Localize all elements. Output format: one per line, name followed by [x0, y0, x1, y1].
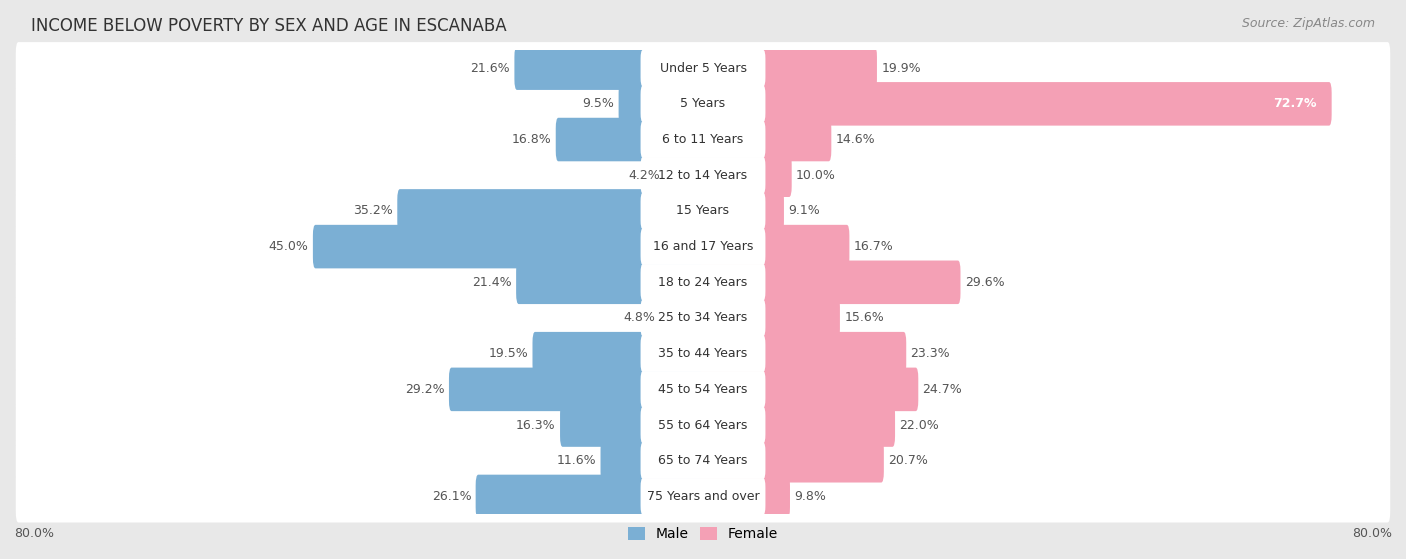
FancyBboxPatch shape	[641, 407, 765, 443]
FancyBboxPatch shape	[641, 86, 765, 122]
Text: 45 to 54 Years: 45 to 54 Years	[658, 383, 748, 396]
FancyBboxPatch shape	[15, 221, 1391, 273]
Text: 11.6%: 11.6%	[557, 454, 596, 467]
FancyBboxPatch shape	[516, 260, 706, 304]
Text: 16.3%: 16.3%	[516, 419, 555, 432]
FancyBboxPatch shape	[15, 113, 1391, 165]
Text: 23.3%: 23.3%	[911, 347, 950, 360]
FancyBboxPatch shape	[398, 189, 706, 233]
FancyBboxPatch shape	[700, 118, 831, 162]
FancyBboxPatch shape	[15, 328, 1391, 380]
FancyBboxPatch shape	[475, 475, 706, 518]
Text: 12 to 14 Years: 12 to 14 Years	[658, 169, 748, 182]
FancyBboxPatch shape	[600, 439, 706, 482]
Text: 15.6%: 15.6%	[844, 311, 884, 324]
FancyBboxPatch shape	[700, 46, 877, 90]
FancyBboxPatch shape	[15, 435, 1391, 487]
FancyBboxPatch shape	[700, 475, 790, 518]
Text: 35.2%: 35.2%	[353, 205, 392, 217]
FancyBboxPatch shape	[15, 470, 1391, 523]
FancyBboxPatch shape	[700, 225, 849, 268]
FancyBboxPatch shape	[700, 296, 839, 340]
Text: 21.4%: 21.4%	[472, 276, 512, 289]
Text: 24.7%: 24.7%	[922, 383, 962, 396]
Text: 72.7%: 72.7%	[1272, 97, 1316, 110]
Text: 16 and 17 Years: 16 and 17 Years	[652, 240, 754, 253]
FancyBboxPatch shape	[555, 118, 706, 162]
FancyBboxPatch shape	[641, 443, 765, 479]
FancyBboxPatch shape	[664, 154, 706, 197]
Text: 4.8%: 4.8%	[623, 311, 655, 324]
Text: 29.2%: 29.2%	[405, 383, 444, 396]
Text: 22.0%: 22.0%	[900, 419, 939, 432]
Text: 6 to 11 Years: 6 to 11 Years	[662, 133, 744, 146]
FancyBboxPatch shape	[700, 439, 884, 482]
FancyBboxPatch shape	[641, 157, 765, 193]
FancyBboxPatch shape	[641, 264, 765, 301]
Text: 20.7%: 20.7%	[889, 454, 928, 467]
Text: 55 to 64 Years: 55 to 64 Years	[658, 419, 748, 432]
Text: 4.2%: 4.2%	[628, 169, 659, 182]
Text: 21.6%: 21.6%	[471, 61, 510, 75]
FancyBboxPatch shape	[533, 332, 706, 376]
FancyBboxPatch shape	[700, 260, 960, 304]
Text: 19.9%: 19.9%	[882, 61, 921, 75]
FancyBboxPatch shape	[641, 121, 765, 158]
Text: 26.1%: 26.1%	[432, 490, 471, 503]
FancyBboxPatch shape	[560, 403, 706, 447]
FancyBboxPatch shape	[15, 399, 1391, 451]
FancyBboxPatch shape	[641, 479, 765, 515]
Text: 80.0%: 80.0%	[1353, 527, 1392, 540]
FancyBboxPatch shape	[15, 292, 1391, 344]
Text: 29.6%: 29.6%	[965, 276, 1004, 289]
FancyBboxPatch shape	[15, 78, 1391, 130]
FancyBboxPatch shape	[700, 189, 785, 233]
FancyBboxPatch shape	[15, 363, 1391, 415]
FancyBboxPatch shape	[641, 335, 765, 372]
FancyBboxPatch shape	[641, 371, 765, 408]
FancyBboxPatch shape	[700, 403, 896, 447]
FancyBboxPatch shape	[641, 300, 765, 336]
Text: 35 to 44 Years: 35 to 44 Years	[658, 347, 748, 360]
FancyBboxPatch shape	[700, 368, 918, 411]
Text: 16.7%: 16.7%	[853, 240, 893, 253]
FancyBboxPatch shape	[449, 368, 706, 411]
FancyBboxPatch shape	[515, 46, 706, 90]
FancyBboxPatch shape	[641, 50, 765, 86]
FancyBboxPatch shape	[700, 332, 907, 376]
Text: 16.8%: 16.8%	[512, 133, 551, 146]
Text: 75 Years and over: 75 Years and over	[647, 490, 759, 503]
Text: 18 to 24 Years: 18 to 24 Years	[658, 276, 748, 289]
FancyBboxPatch shape	[314, 225, 706, 268]
Text: 14.6%: 14.6%	[835, 133, 876, 146]
Text: 65 to 74 Years: 65 to 74 Years	[658, 454, 748, 467]
Text: 9.1%: 9.1%	[789, 205, 820, 217]
Legend: Male, Female: Male, Female	[623, 522, 783, 547]
FancyBboxPatch shape	[641, 193, 765, 229]
Text: 9.5%: 9.5%	[582, 97, 614, 110]
FancyBboxPatch shape	[619, 82, 706, 126]
Text: 5 Years: 5 Years	[681, 97, 725, 110]
Text: 9.8%: 9.8%	[794, 490, 827, 503]
FancyBboxPatch shape	[700, 154, 792, 197]
Text: Source: ZipAtlas.com: Source: ZipAtlas.com	[1241, 17, 1375, 30]
FancyBboxPatch shape	[15, 256, 1391, 309]
Text: INCOME BELOW POVERTY BY SEX AND AGE IN ESCANABA: INCOME BELOW POVERTY BY SEX AND AGE IN E…	[31, 17, 506, 35]
Text: Under 5 Years: Under 5 Years	[659, 61, 747, 75]
Text: 80.0%: 80.0%	[14, 527, 53, 540]
FancyBboxPatch shape	[700, 82, 1331, 126]
FancyBboxPatch shape	[15, 185, 1391, 237]
Text: 15 Years: 15 Years	[676, 205, 730, 217]
FancyBboxPatch shape	[659, 296, 706, 340]
Text: 19.5%: 19.5%	[488, 347, 529, 360]
Text: 45.0%: 45.0%	[269, 240, 308, 253]
Text: 25 to 34 Years: 25 to 34 Years	[658, 311, 748, 324]
Text: 10.0%: 10.0%	[796, 169, 837, 182]
FancyBboxPatch shape	[641, 229, 765, 265]
FancyBboxPatch shape	[15, 42, 1391, 94]
FancyBboxPatch shape	[15, 149, 1391, 201]
